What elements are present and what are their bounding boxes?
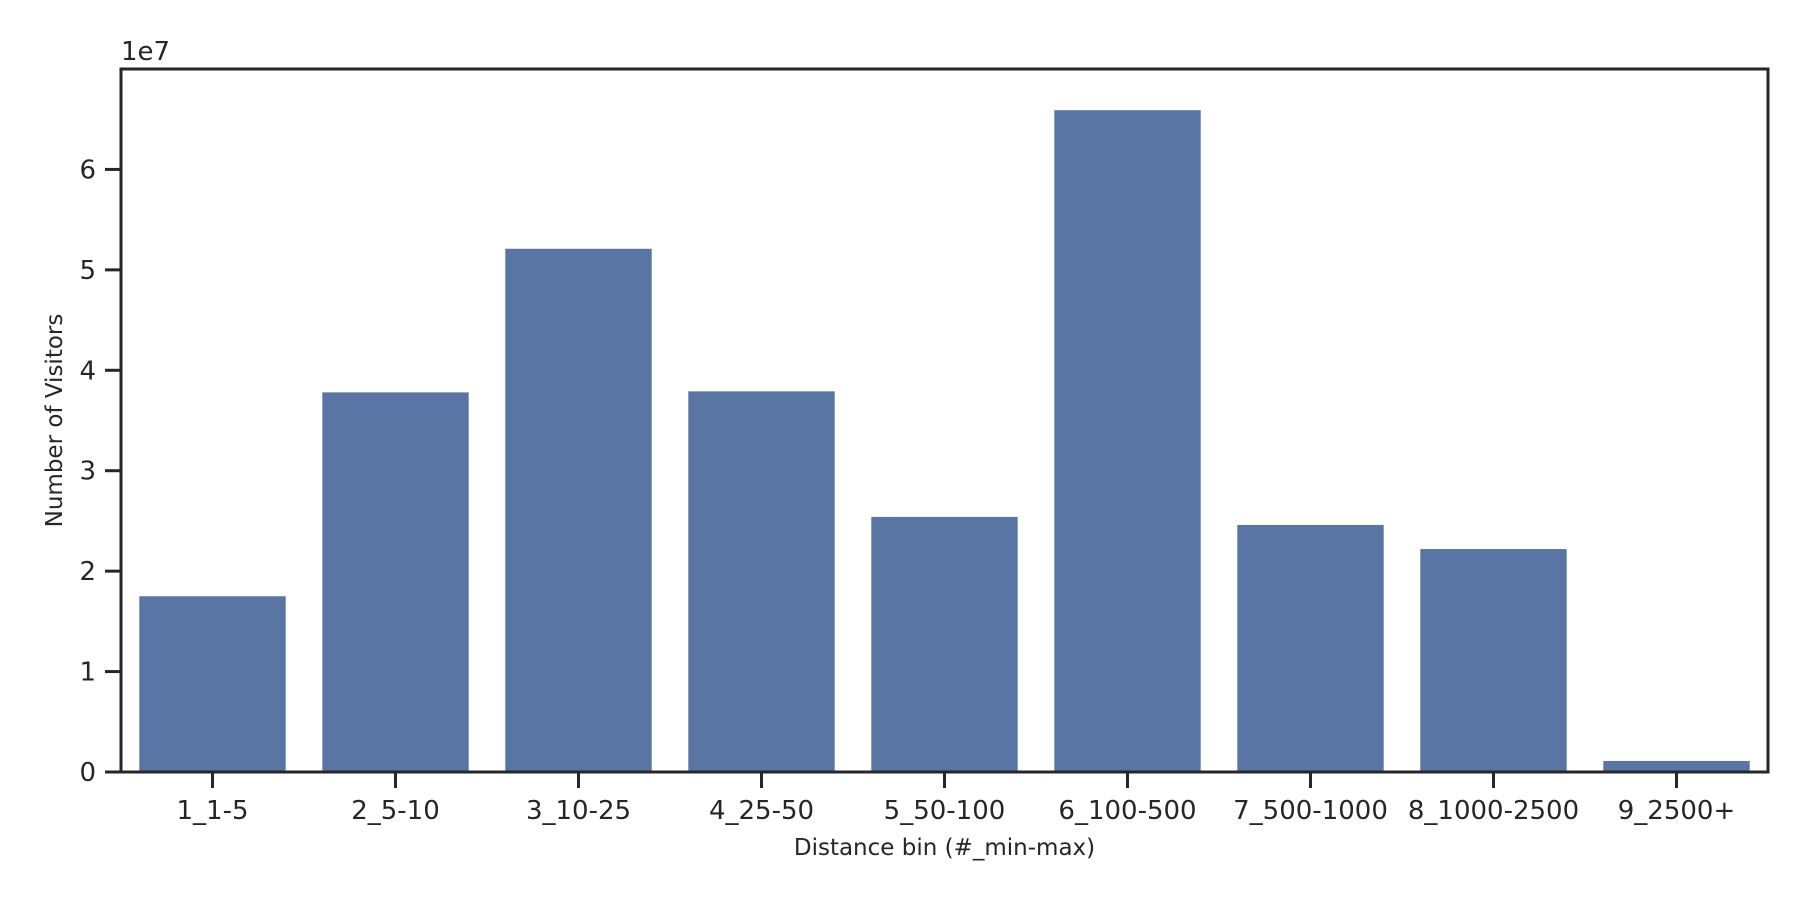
bar-7_500-1000	[1237, 524, 1384, 772]
y-tick-label: 1	[79, 658, 96, 688]
y-tick-label: 6	[79, 155, 96, 185]
bar-2_5-10	[322, 392, 469, 772]
x-tick-label: 1_1-5	[176, 796, 248, 826]
x-tick-label: 9_2500+	[1618, 796, 1736, 826]
bar-4_25-50	[688, 391, 835, 772]
bar-1_1-5	[139, 596, 286, 772]
y-tick-label: 5	[79, 256, 96, 286]
bar-3_10-25	[505, 248, 652, 772]
bar-9_2500+	[1603, 760, 1750, 772]
x-axis-label: Distance bin (#_min-max)	[794, 835, 1095, 861]
y-axis-offset-text: 1e7	[121, 37, 170, 67]
y-axis-label: Number of Visitors	[42, 314, 68, 528]
bar-6_100-500	[1054, 110, 1201, 772]
x-tick-label: 2_5-10	[351, 796, 440, 826]
plot-frame	[119, 67, 1770, 774]
x-tick-label: 4_25-50	[709, 796, 814, 826]
bar-5_50-100	[871, 516, 1018, 772]
y-tick-label: 3	[79, 457, 96, 487]
x-tick-label: 5_50-100	[884, 796, 1006, 826]
y-tick-label: 0	[79, 758, 96, 788]
y-axis-ticks: 0 1 2 3 4 5 6	[79, 155, 121, 788]
y-tick-label: 2	[79, 557, 96, 587]
y-tick-label: 4	[79, 356, 96, 386]
bars-group	[139, 110, 1750, 772]
x-tick-label: 3_10-25	[526, 796, 631, 826]
bar-8_1000-2500	[1420, 549, 1567, 772]
x-axis-ticks: 1_1-5 2_5-10 3_10-25 4_25-50 5_50-100 6_100-5…	[176, 772, 1735, 826]
x-tick-label: 7_500-1000	[1233, 796, 1388, 826]
x-tick-label: 6_100-500	[1058, 796, 1196, 826]
x-tick-label: 8_1000-2500	[1408, 796, 1579, 826]
